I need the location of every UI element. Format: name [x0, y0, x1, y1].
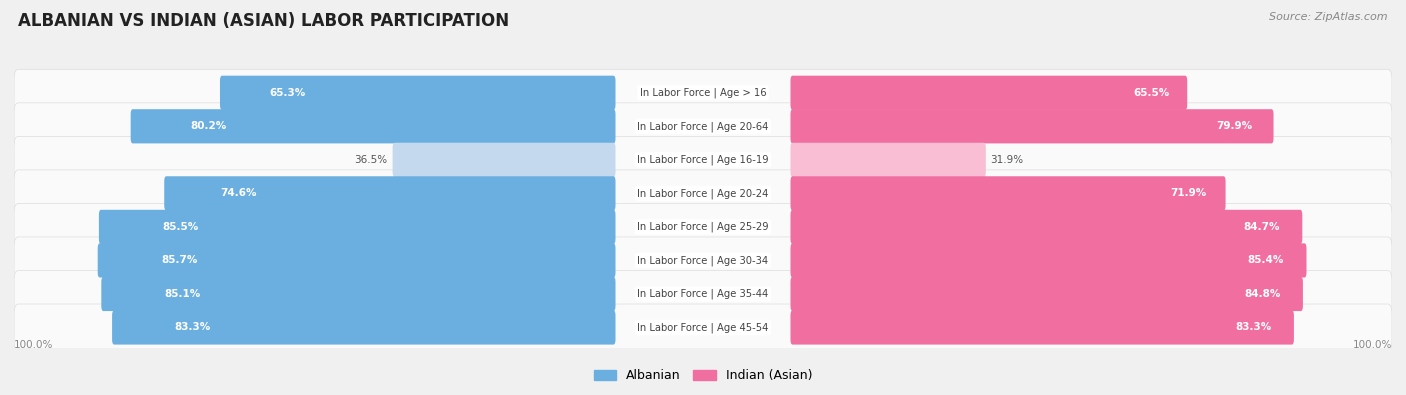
Text: In Labor Force | Age 20-24: In Labor Force | Age 20-24 — [637, 188, 769, 199]
Text: 79.9%: 79.9% — [1216, 121, 1253, 131]
FancyBboxPatch shape — [14, 271, 1392, 318]
Text: In Labor Force | Age > 16: In Labor Force | Age > 16 — [640, 88, 766, 98]
Text: In Labor Force | Age 35-44: In Labor Force | Age 35-44 — [637, 289, 769, 299]
Text: 65.5%: 65.5% — [1133, 88, 1170, 98]
Text: 84.8%: 84.8% — [1244, 289, 1281, 299]
Text: 65.3%: 65.3% — [269, 88, 305, 98]
FancyBboxPatch shape — [14, 69, 1392, 116]
FancyBboxPatch shape — [392, 143, 616, 177]
FancyBboxPatch shape — [112, 310, 616, 344]
Text: 85.5%: 85.5% — [163, 222, 198, 232]
Text: In Labor Force | Age 45-54: In Labor Force | Age 45-54 — [637, 322, 769, 333]
Text: 83.3%: 83.3% — [1236, 322, 1272, 333]
Text: 100.0%: 100.0% — [14, 340, 53, 350]
FancyBboxPatch shape — [790, 210, 1302, 244]
FancyBboxPatch shape — [790, 310, 1294, 344]
Text: 83.3%: 83.3% — [174, 322, 211, 333]
Text: 36.5%: 36.5% — [354, 155, 388, 165]
FancyBboxPatch shape — [790, 76, 1187, 110]
FancyBboxPatch shape — [790, 176, 1226, 211]
Text: 84.7%: 84.7% — [1243, 222, 1279, 232]
FancyBboxPatch shape — [98, 210, 616, 244]
Text: 80.2%: 80.2% — [190, 121, 226, 131]
FancyBboxPatch shape — [101, 277, 616, 311]
FancyBboxPatch shape — [14, 304, 1392, 351]
FancyBboxPatch shape — [14, 103, 1392, 150]
FancyBboxPatch shape — [14, 237, 1392, 284]
Legend: Albanian, Indian (Asian): Albanian, Indian (Asian) — [589, 365, 817, 387]
Text: ALBANIAN VS INDIAN (ASIAN) LABOR PARTICIPATION: ALBANIAN VS INDIAN (ASIAN) LABOR PARTICI… — [18, 12, 509, 30]
FancyBboxPatch shape — [14, 203, 1392, 250]
Text: 31.9%: 31.9% — [991, 155, 1024, 165]
Text: In Labor Force | Age 25-29: In Labor Force | Age 25-29 — [637, 222, 769, 232]
Text: 85.1%: 85.1% — [165, 289, 201, 299]
FancyBboxPatch shape — [219, 76, 616, 110]
FancyBboxPatch shape — [790, 109, 1274, 143]
Text: 85.7%: 85.7% — [162, 256, 198, 265]
FancyBboxPatch shape — [97, 243, 616, 278]
FancyBboxPatch shape — [165, 176, 616, 211]
Text: In Labor Force | Age 16-19: In Labor Force | Age 16-19 — [637, 154, 769, 165]
FancyBboxPatch shape — [14, 170, 1392, 217]
FancyBboxPatch shape — [131, 109, 616, 143]
Text: 100.0%: 100.0% — [1353, 340, 1392, 350]
Text: In Labor Force | Age 20-64: In Labor Force | Age 20-64 — [637, 121, 769, 132]
Text: Source: ZipAtlas.com: Source: ZipAtlas.com — [1270, 12, 1388, 22]
Text: 71.9%: 71.9% — [1170, 188, 1206, 198]
FancyBboxPatch shape — [790, 243, 1306, 278]
FancyBboxPatch shape — [790, 143, 986, 177]
Text: 85.4%: 85.4% — [1247, 256, 1284, 265]
Text: 74.6%: 74.6% — [219, 188, 256, 198]
Text: In Labor Force | Age 30-34: In Labor Force | Age 30-34 — [637, 255, 769, 266]
FancyBboxPatch shape — [790, 277, 1303, 311]
FancyBboxPatch shape — [14, 136, 1392, 183]
